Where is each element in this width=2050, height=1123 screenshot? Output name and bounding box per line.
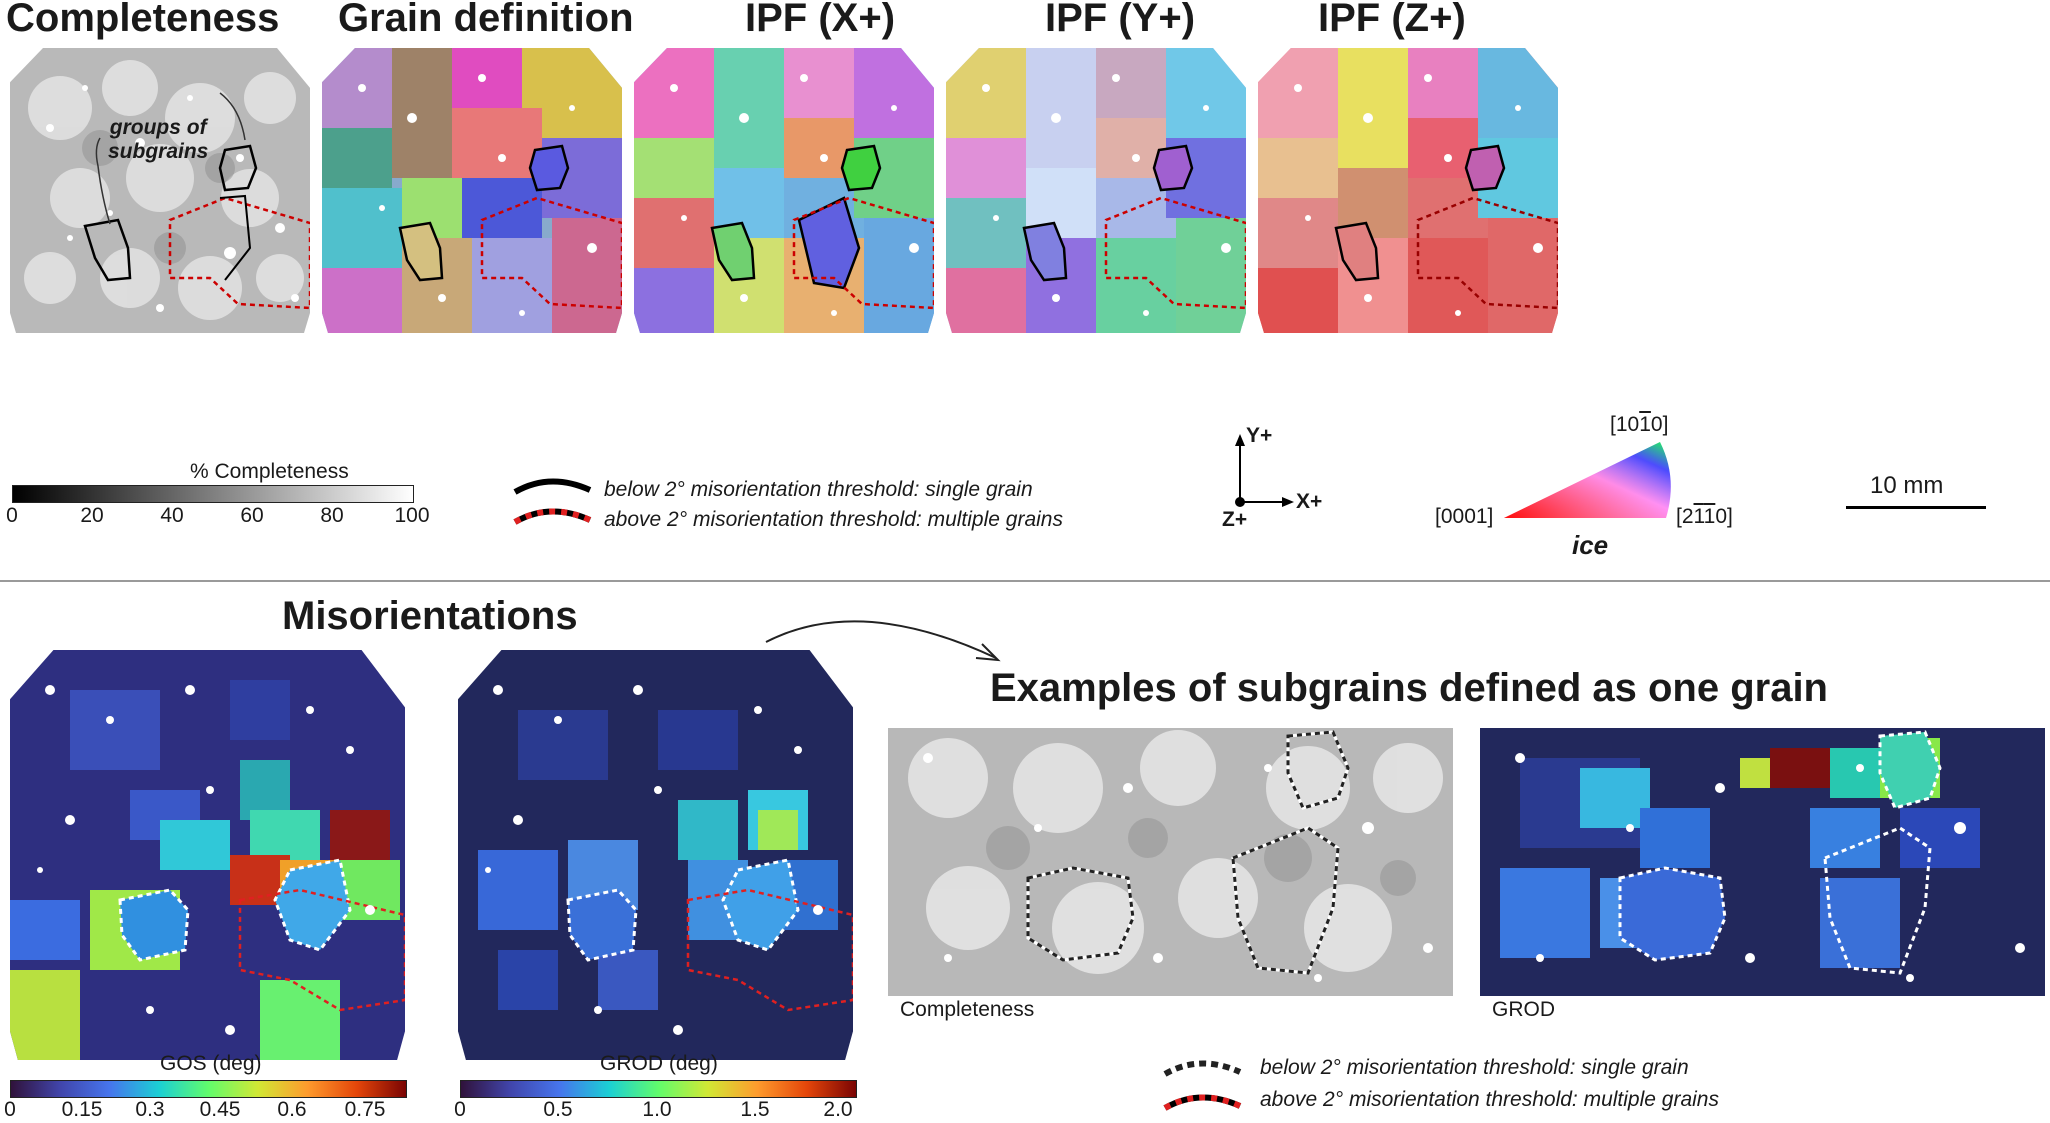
axes-symbol <box>1235 434 1294 507</box>
legend-bottom-red-text: above 2° misorientation threshold: multi… <box>1260 1088 1719 1111</box>
gos-tick: 0.45 <box>199 1098 241 1121</box>
subgrain-annotation: groups of subgrains <box>108 116 208 164</box>
ipf-y-map <box>946 48 1246 333</box>
grod-map <box>458 650 853 1060</box>
grod-tick: 1.0 <box>642 1098 672 1121</box>
legend-bottom-red-line <box>1163 1094 1242 1111</box>
title-completeness: Completeness <box>6 0 280 40</box>
completeness-bar-label: % Completeness <box>190 460 349 483</box>
ipf-x-map <box>634 48 934 333</box>
section-divider <box>0 580 2050 582</box>
gos-colorbar <box>10 1080 407 1098</box>
annotation-line-1: groups of <box>109 116 207 139</box>
annotation-line-2: subgrains <box>108 140 209 163</box>
gos-tick: 0 <box>4 1098 16 1121</box>
gos-tick: 0.15 <box>61 1098 103 1121</box>
grod-colorbar <box>460 1080 857 1098</box>
legend-black-line <box>513 478 592 495</box>
legend-top-red-text: above 2° misorientation threshold: multi… <box>604 508 1063 531</box>
ipf-key-top: [1010] <box>1610 413 1669 436</box>
legend-bottom-black-line <box>1163 1060 1242 1077</box>
gos-map <box>10 650 405 1060</box>
legend-top-swatches <box>513 478 592 525</box>
example-caption-completeness: Completeness <box>900 998 1035 1021</box>
title-grain-definition: Grain definition <box>338 0 634 40</box>
legend-top-black-text: below 2° misorientation threshold: singl… <box>604 478 1033 501</box>
legend-bottom-black-text: below 2° misorientation threshold: singl… <box>1260 1056 1689 1079</box>
example-caption-grod: GROD <box>1492 998 1555 1021</box>
grod-tick: 0.5 <box>543 1098 573 1121</box>
gos-tick: 0.3 <box>135 1098 165 1121</box>
grod-bar-label: GROD (deg) <box>600 1052 718 1075</box>
axis-x-label: X+ <box>1296 490 1323 513</box>
grod-tick: 0 <box>454 1098 466 1121</box>
completeness-tick: 60 <box>240 504 264 527</box>
gos-tick: 0.6 <box>277 1098 307 1121</box>
completeness-colorbar <box>12 485 414 503</box>
ipf-z-map <box>1258 48 1558 333</box>
title-ipf-x: IPF (X+) <box>745 0 896 40</box>
ipf-key-left: [0001] <box>1435 505 1494 528</box>
grod-tick: 2.0 <box>823 1098 853 1121</box>
completeness-tick: 0 <box>6 504 18 527</box>
completeness-tick: 40 <box>160 504 184 527</box>
example-grod-map <box>1480 728 2045 996</box>
title-ipf-y: IPF (Y+) <box>1045 0 1196 40</box>
gos-bar-label: GOS (deg) <box>160 1052 262 1075</box>
legend-bottom-swatches <box>1163 1060 1242 1111</box>
ipf-key-material: ice <box>1572 530 1609 560</box>
scale-bar-label: 10 mm <box>1870 472 1944 499</box>
example-completeness-map <box>888 728 1453 996</box>
scale-bar <box>1846 506 1986 509</box>
completeness-tick: 20 <box>80 504 104 527</box>
ipf-key-right: [2110] <box>1676 505 1733 528</box>
completeness-tick: 100 <box>394 504 430 527</box>
grod-tick: 1.5 <box>740 1098 770 1121</box>
gos-tick: 0.75 <box>344 1098 386 1121</box>
title-ipf-z: IPF (Z+) <box>1318 0 1466 40</box>
ipf-color-key <box>1504 442 1671 518</box>
legend-red-line <box>513 508 592 525</box>
completeness-tick: 80 <box>320 504 344 527</box>
grain-definition-map <box>322 48 622 333</box>
completeness-map <box>10 48 310 333</box>
title-misorientations: Misorientations <box>282 594 578 638</box>
axis-z-label: Z+ <box>1222 508 1248 531</box>
axis-y-label: Y+ <box>1246 424 1273 447</box>
title-examples: Examples of subgrains defined as one gra… <box>990 666 1828 710</box>
arrow-to-examples <box>765 620 1001 662</box>
